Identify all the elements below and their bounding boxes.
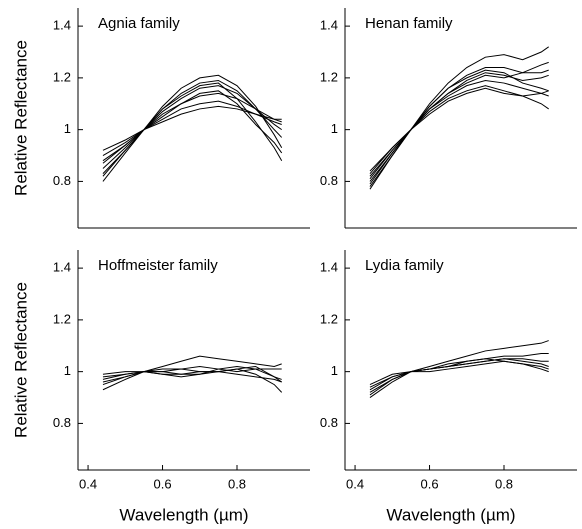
spectrum-line xyxy=(102,365,282,391)
y-tick-label: 1.4 xyxy=(53,260,71,275)
spectrum-line xyxy=(102,79,283,177)
y-tick-label: 1 xyxy=(331,121,338,136)
panel-title: Henan family xyxy=(365,15,453,32)
spectrum-line xyxy=(369,340,549,398)
y-tick-label: 1.2 xyxy=(53,69,71,84)
spectrum-line xyxy=(369,87,549,172)
spectrum-line xyxy=(369,360,549,388)
spectrum-line xyxy=(369,79,549,177)
x-tick-label: 0.8 xyxy=(228,476,246,491)
y-tick-label: 1.2 xyxy=(53,311,71,326)
panel-title: Agnia family xyxy=(98,15,180,32)
y-tick-label: 1.4 xyxy=(53,18,71,33)
y-tick-label: 1 xyxy=(64,363,71,378)
spectrum-line xyxy=(102,90,283,162)
y-axis-label: Relative Reflectance xyxy=(11,40,30,196)
spectrum-line xyxy=(102,85,282,169)
spectrum-line xyxy=(369,85,549,174)
spectrum-line xyxy=(369,69,549,187)
y-tick-label: 1 xyxy=(331,363,338,378)
panel-title: Lydia family xyxy=(365,257,444,274)
y-tick-label: 0.8 xyxy=(53,173,71,188)
y-tick-label: 1.4 xyxy=(320,260,338,275)
y-tick-label: 0.8 xyxy=(320,415,338,430)
x-tick-label: 0.6 xyxy=(420,476,438,491)
spectrum-line xyxy=(369,358,549,396)
spectrum-line xyxy=(102,105,282,151)
x-axis-label: Wavelength (µm) xyxy=(119,505,248,524)
y-tick-label: 1.2 xyxy=(320,69,338,84)
x-tick-label: 0.4 xyxy=(346,476,364,491)
x-tick-label: 0.6 xyxy=(153,476,171,491)
y-tick-label: 1.2 xyxy=(320,311,338,326)
spectrum-line xyxy=(369,353,549,393)
x-tick-label: 0.8 xyxy=(495,476,513,491)
spectrum-line xyxy=(369,358,549,386)
spectrum-line xyxy=(369,72,549,182)
y-axis-label: Relative Reflectance xyxy=(11,282,30,438)
spectrum-line xyxy=(102,365,282,386)
spectrum-line xyxy=(369,61,549,180)
spectrum-line xyxy=(102,100,282,156)
spectrum-line xyxy=(369,67,549,185)
panel-title: Hoffmeister family xyxy=(98,257,218,274)
y-tick-label: 1 xyxy=(64,121,71,136)
spectrum-line xyxy=(102,82,283,174)
spectrum-line xyxy=(369,46,549,190)
y-tick-label: 0.8 xyxy=(53,415,71,430)
spectrum-line xyxy=(102,92,282,164)
spectrum-line xyxy=(102,74,283,182)
x-tick-label: 0.4 xyxy=(79,476,97,491)
spectrum-line xyxy=(102,371,282,383)
y-tick-label: 0.8 xyxy=(320,173,338,188)
y-tick-label: 1.4 xyxy=(320,18,338,33)
x-axis-label: Wavelength (µm) xyxy=(386,505,515,524)
